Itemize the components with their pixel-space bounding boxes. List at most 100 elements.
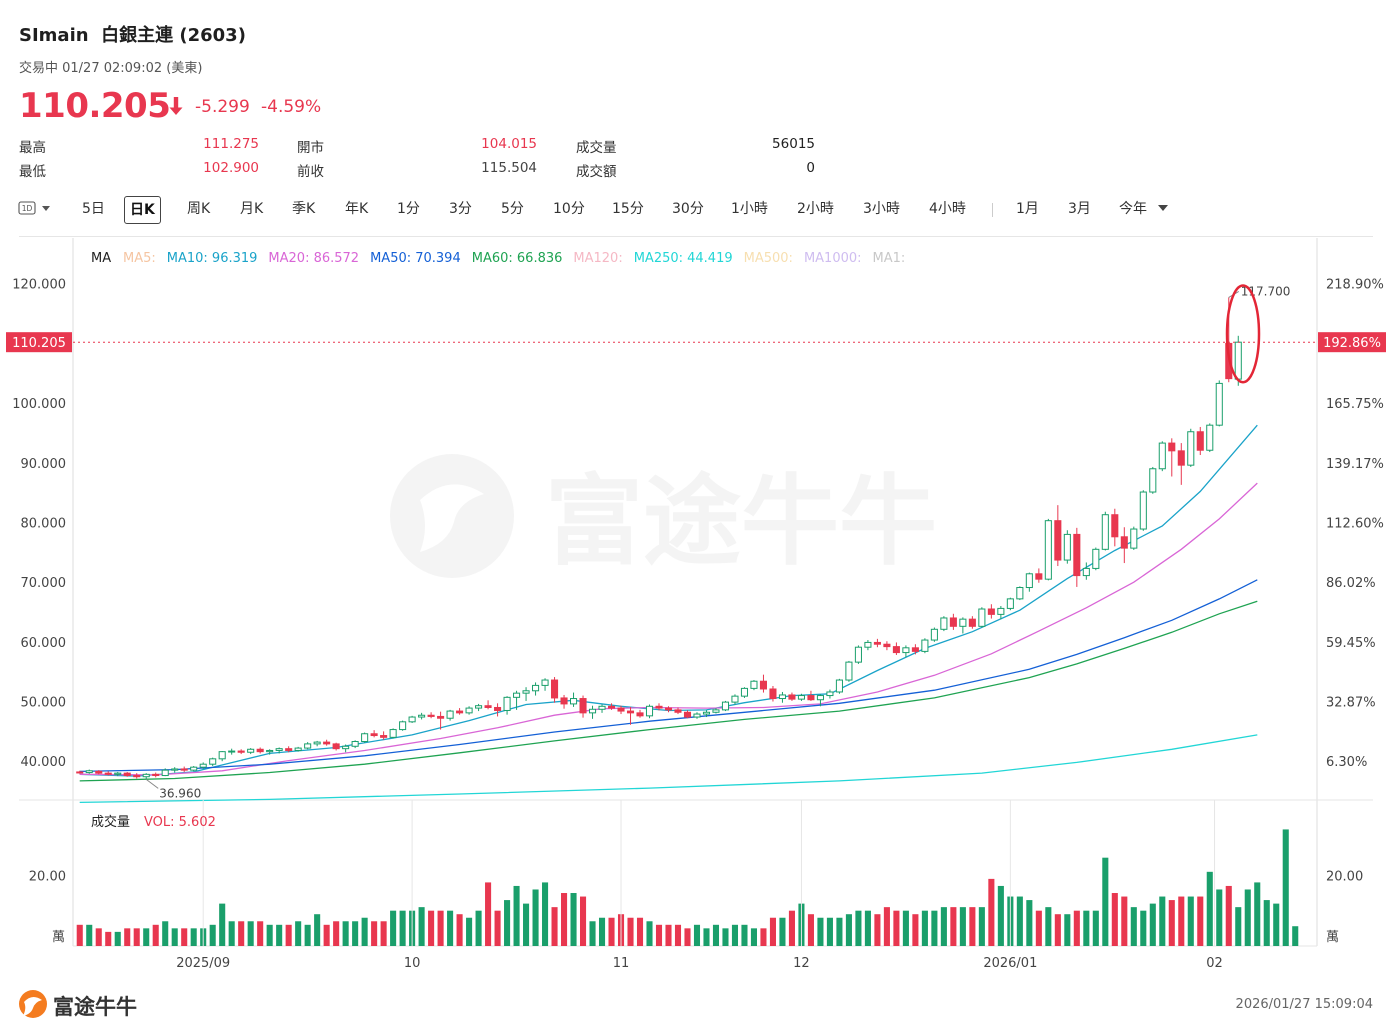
tab-1month-range[interactable]: 1月 (1016, 201, 1039, 217)
tab-30min[interactable]: 30分 (672, 201, 704, 217)
volume-bar (826, 917, 833, 946)
candle-body (892, 646, 900, 654)
volume-bar (276, 924, 283, 946)
volume-bar (399, 910, 406, 946)
tab-3hour[interactable]: 3小時 (863, 201, 900, 217)
candle-body (1139, 491, 1147, 530)
candle (835, 678, 843, 694)
volume-bar (874, 914, 881, 946)
chevron-down-icon (1158, 205, 1169, 211)
volume-bar (1263, 900, 1270, 946)
volume-bar (665, 924, 672, 946)
candle (797, 693, 805, 701)
tab-3month-range[interactable]: 3月 (1068, 201, 1091, 217)
ma-legend-item-4: MA60: 66.836 (472, 251, 563, 266)
candle-body (551, 679, 559, 699)
tab-daily[interactable]: 日K (124, 196, 161, 224)
y-tick-right: 218.90% (1326, 278, 1384, 293)
tab-monthly[interactable]: 月K (240, 201, 264, 217)
candle-body (332, 743, 340, 750)
candle-body (598, 705, 606, 710)
candle (408, 715, 416, 724)
volume-bar (589, 921, 596, 946)
candle-body (570, 698, 578, 705)
ma-line-ma60 (79, 600, 1258, 782)
tab-ytd[interactable]: 今年 (1113, 196, 1175, 222)
candle-body (978, 608, 986, 627)
candle (361, 732, 369, 743)
candle (655, 703, 663, 711)
candle-body (664, 707, 673, 711)
volume-bar (1073, 910, 1080, 946)
watermark-logo-icon (390, 454, 514, 578)
tab-15min[interactable]: 15分 (612, 201, 644, 217)
candle (313, 740, 321, 747)
y-tick-right: 86.02% (1326, 576, 1376, 591)
candle (873, 638, 881, 648)
volume-bar (1140, 910, 1147, 946)
candle-body (1063, 533, 1071, 561)
candle-body (712, 709, 720, 713)
volume-bar (1292, 926, 1299, 946)
candle (399, 720, 407, 731)
candle (1120, 527, 1128, 564)
stat-low-value: 102.900 (203, 160, 259, 176)
tab-5min[interactable]: 5分 (501, 201, 524, 217)
candle (85, 769, 93, 774)
stat-prev-close-value: 115.504 (481, 160, 537, 176)
stat-volume-value: 56015 (772, 136, 815, 152)
volume-bar (304, 924, 311, 946)
y-tick-right: 6.30% (1326, 755, 1367, 770)
volume-unit-left: 萬 (52, 930, 65, 945)
candle-body (114, 772, 122, 775)
ma-legend-item-5: MA120: (573, 251, 622, 266)
volume-bar (902, 910, 909, 946)
candle (370, 730, 378, 738)
tab-4hour[interactable]: 4小時 (929, 201, 966, 217)
tab-quarterly[interactable]: 季K (292, 201, 316, 217)
y-tick-left: 120.000 (12, 278, 66, 293)
volume-bar (779, 917, 786, 946)
volume-bar (523, 903, 530, 946)
y-tick-right: 139.17% (1326, 457, 1384, 472)
candle (484, 700, 492, 710)
volume-bar (608, 917, 615, 946)
volume-bar (238, 921, 245, 946)
candle-body (968, 618, 976, 627)
candle (721, 700, 730, 712)
brand-name: 富途牛牛 (53, 995, 137, 1019)
candle-body (218, 751, 226, 760)
candle (190, 765, 198, 772)
tab-yearly[interactable]: 年K (345, 201, 369, 217)
candle-body (532, 684, 540, 692)
current-pct-label: 192.86% (1323, 336, 1381, 351)
tab-5d[interactable]: 5日 (82, 201, 105, 217)
candle (351, 740, 359, 749)
candle (133, 773, 141, 779)
indicator-selector[interactable]: 1D (14, 196, 58, 222)
volume-tick-right: 20.00 (1326, 869, 1363, 884)
tab-weekly[interactable]: 周K (187, 201, 211, 217)
candle-body (1196, 431, 1204, 451)
candle-body (1111, 514, 1119, 538)
candle-body (285, 748, 293, 751)
volume-bar (437, 910, 444, 946)
candle-body (161, 769, 169, 777)
candle-body (342, 745, 350, 750)
candle-body (408, 716, 416, 723)
tab-1min[interactable]: 1分 (397, 201, 420, 217)
ma-legend-title: MA (91, 251, 111, 266)
candle-body (237, 750, 245, 753)
tab-2hour[interactable]: 2小時 (797, 201, 834, 217)
y-tick-right: 59.45% (1326, 636, 1376, 651)
candle (389, 728, 397, 739)
volume-bar (171, 928, 178, 946)
volume-bar (684, 928, 691, 946)
volume-bar (266, 924, 273, 946)
x-tick-label: 11 (613, 956, 630, 971)
tab-1hour[interactable]: 1小時 (731, 201, 768, 217)
volume-bar (1254, 882, 1261, 946)
tab-3min[interactable]: 3分 (449, 201, 472, 217)
tab-10min[interactable]: 10分 (553, 201, 585, 217)
